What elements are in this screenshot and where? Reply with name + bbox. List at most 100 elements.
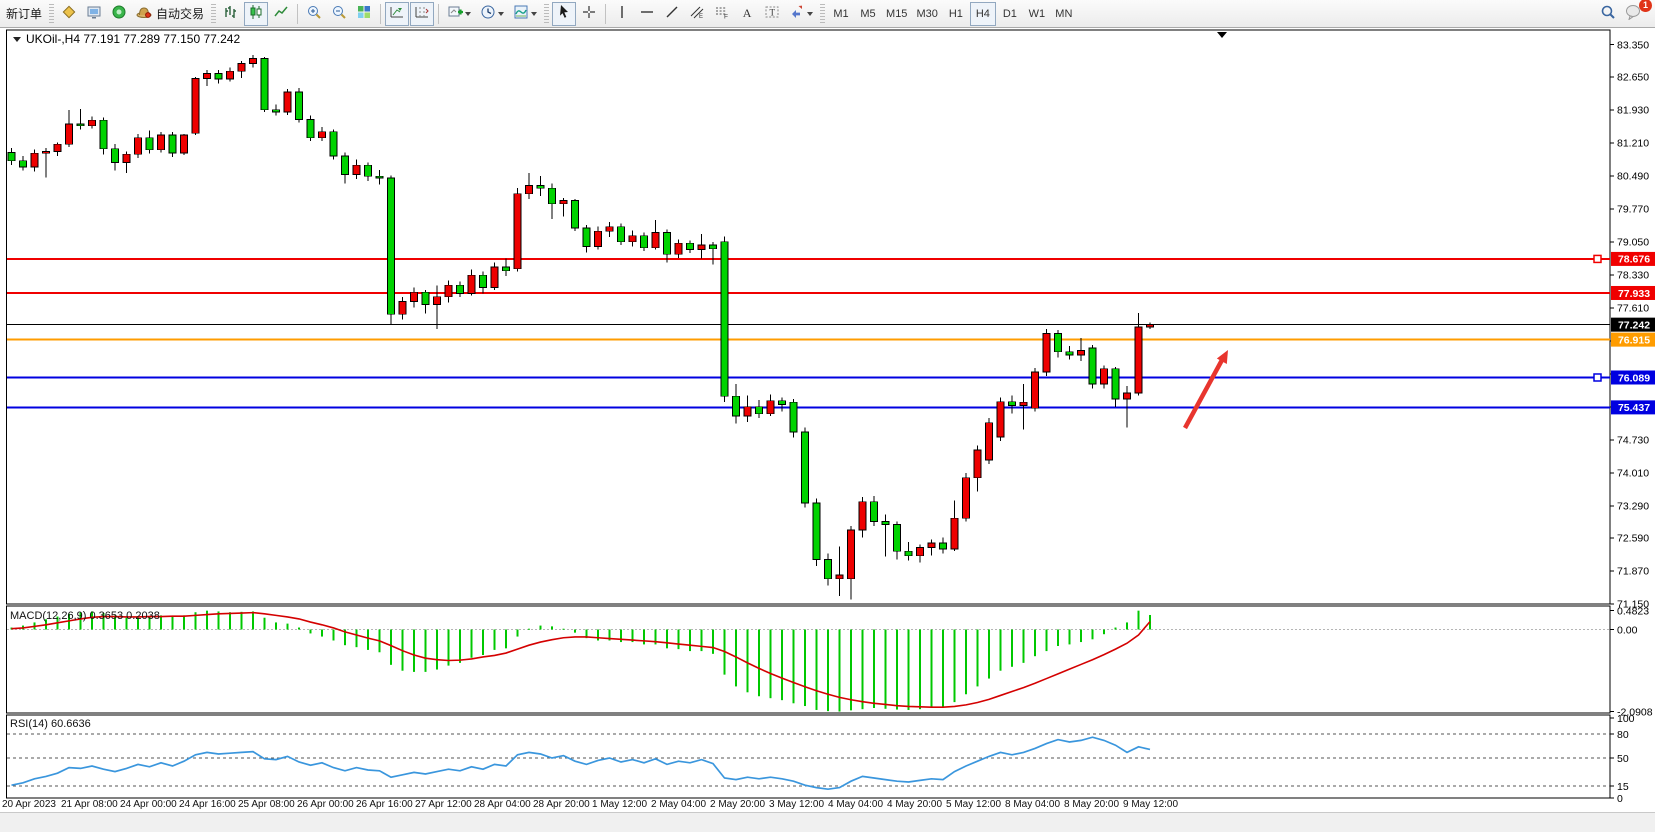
tile-windows-button[interactable] — [352, 2, 376, 26]
trendline-tool-button[interactable] — [660, 2, 684, 26]
macd-histogram-bar — [1080, 629, 1082, 643]
shapes-arrows-icon — [789, 4, 805, 23]
candle-body — [927, 542, 936, 548]
text-label-tool-button[interactable]: T — [760, 2, 784, 26]
macd-histogram-bar — [1114, 627, 1117, 630]
candle-body — [111, 148, 119, 163]
candle-body — [490, 266, 499, 289]
cursor-arrow-icon — [556, 4, 572, 23]
timeframe-h1-button[interactable]: H1 — [943, 2, 969, 26]
add-indicator-button[interactable] — [443, 2, 475, 26]
fibonacci-icon: F — [714, 4, 730, 23]
svg-text:81.210: 81.210 — [1617, 138, 1649, 150]
zoom-out-button[interactable] — [327, 2, 351, 26]
candle-body — [525, 185, 533, 195]
diamond-icon — [61, 4, 77, 23]
svg-text:82.650: 82.650 — [1617, 72, 1649, 84]
timeframe-w1-button[interactable]: W1 — [1024, 2, 1050, 26]
candle-body — [985, 422, 993, 461]
timeframe-m1-button[interactable]: M1 — [828, 2, 854, 26]
chart-title: UKOil-,H4 77.191 77.289 77.150 77.242 — [13, 32, 240, 46]
timeframe-m15-button[interactable]: M15 — [882, 2, 911, 26]
notifications-button[interactable]: 1 — [1621, 0, 1652, 26]
macd-histogram-bar — [999, 629, 1002, 671]
search-icon — [1600, 4, 1616, 23]
annotation-arrow[interactable] — [1183, 350, 1228, 430]
timeframe-d1-button[interactable]: D1 — [997, 2, 1023, 26]
svg-text:21 Apr 08:00: 21 Apr 08:00 — [61, 799, 118, 810]
timeframe-m5-button[interactable]: M5 — [855, 2, 881, 26]
bar-chart-mode-button[interactable] — [219, 2, 243, 26]
chart-window-icon — [86, 4, 102, 23]
macd-histogram-bar — [1034, 629, 1036, 657]
signal-icon — [111, 4, 127, 23]
show-period-separators-button[interactable] — [410, 1, 435, 26]
window-bottom-strip — [0, 812, 1655, 832]
svg-text:50: 50 — [1617, 753, 1629, 765]
zoom-in-button[interactable] — [302, 2, 326, 26]
svg-text:-2.0908: -2.0908 — [1617, 706, 1653, 718]
svg-text:25 Apr 08:00: 25 Apr 08:00 — [238, 799, 295, 810]
market-watch-button[interactable] — [57, 2, 81, 26]
timeframe-m30-button[interactable]: M30 — [912, 2, 941, 26]
candle-body — [237, 63, 246, 72]
data-window-button[interactable] — [82, 2, 106, 26]
macd-histogram-bar — [505, 629, 507, 649]
svg-text:27 Apr 12:00: 27 Apr 12:00 — [415, 799, 472, 810]
hat-icon — [136, 4, 152, 23]
horizontal-line-tool-button[interactable] — [635, 2, 659, 26]
macd-histogram-bar — [367, 629, 369, 650]
new-order-button[interactable]: 新订单 — [2, 2, 46, 26]
candle-body — [766, 400, 775, 415]
toolbar-separator — [438, 3, 440, 24]
macd-histogram-bar — [746, 629, 749, 693]
cursor-tool-button[interactable] — [552, 1, 577, 26]
time-axis[interactable]: 20 Apr 2023 21 Apr 08:00 24 Apr 00:00 24 Ap… — [2, 799, 1178, 810]
search-button[interactable] — [1596, 2, 1620, 26]
period-button[interactable] — [476, 2, 508, 26]
macd-histogram-bar — [700, 629, 703, 652]
svg-text:76.915: 76.915 — [1618, 334, 1650, 346]
candle-body — [145, 137, 154, 151]
vertical-line-tool-button[interactable] — [610, 2, 634, 26]
show-indicator-window-button[interactable] — [385, 1, 410, 26]
svg-text:79.770: 79.770 — [1617, 204, 1649, 216]
crosshair-tool-button[interactable] — [577, 2, 601, 26]
text-tool-button[interactable]: A — [735, 2, 759, 26]
macd-histogram-bar — [217, 611, 220, 630]
macd-histogram-bar — [562, 628, 565, 630]
timeframe-mn-button[interactable]: MN — [1051, 2, 1077, 26]
macd-histogram-bar — [286, 623, 289, 630]
macd-histogram-bar — [114, 615, 116, 630]
chart-canvas[interactable]: 83.350 82.650 81.930 81.210 80.490 79.770 79.0… — [0, 28, 1655, 812]
macd-histogram-bar — [171, 616, 174, 630]
signal-button[interactable] — [107, 2, 131, 26]
svg-text:76.089: 76.089 — [1618, 372, 1650, 384]
candle-body — [1054, 333, 1062, 353]
template-button[interactable] — [509, 2, 541, 26]
arrows-tool-button[interactable] — [785, 2, 817, 26]
macd-histogram-bar — [1126, 622, 1128, 630]
candle-body — [801, 431, 809, 504]
svg-text:8 May 20:00: 8 May 20:00 — [1064, 799, 1119, 810]
candle-body — [1123, 392, 1131, 400]
candle-body — [375, 175, 384, 179]
line-chart-mode-button[interactable] — [269, 2, 293, 26]
price-label-badge — [1611, 370, 1655, 385]
candle-body — [697, 244, 706, 250]
macd-histogram-bar — [815, 629, 818, 710]
macd-histogram-bar — [275, 622, 277, 630]
equidistant-channel-tool-button[interactable]: E — [685, 2, 709, 26]
svg-text:9 May 12:00: 9 May 12:00 — [1123, 799, 1178, 810]
svg-text:26 Apr 16:00: 26 Apr 16:00 — [356, 799, 413, 810]
candle-body — [180, 134, 188, 154]
autotrading-button[interactable]: 自动交易 — [132, 2, 208, 26]
timeframe-h4-button[interactable]: H4 — [969, 1, 996, 26]
line-handle[interactable] — [1593, 254, 1602, 264]
candle-body — [904, 550, 913, 557]
line-handle[interactable] — [1593, 373, 1602, 382]
fibonacci-tool-button[interactable]: F — [710, 2, 734, 26]
horizontal-price-lines — [7, 254, 1610, 409]
macd-histogram-bar — [620, 629, 622, 643]
candle-chart-mode-button[interactable] — [244, 1, 269, 26]
